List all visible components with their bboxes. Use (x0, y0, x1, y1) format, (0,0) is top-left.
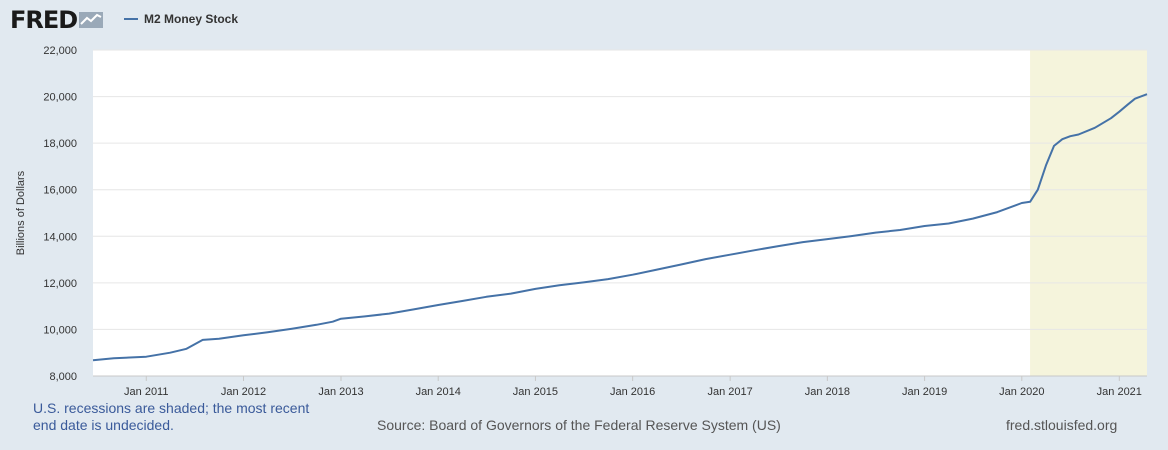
site-link[interactable]: fred.stlouisfed.org (1006, 417, 1118, 433)
x-tick-label: Jan 2012 (221, 386, 266, 398)
y-axis: 8,000 10,000 12,000 14,000 16,000 18,000 20,00… (43, 45, 77, 383)
fred-logo-text: FRED (10, 6, 78, 34)
x-tick-label: Jan 2019 (902, 386, 947, 398)
fred-logo[interactable]: FRED (10, 6, 104, 34)
x-tick-label: Jan 2016 (610, 386, 655, 398)
source-text: Source: Board of Governors of the Federa… (377, 417, 781, 433)
y-tick-label: 8,000 (49, 371, 77, 383)
recession-note: U.S. recessions are shaded; the most rec… (33, 400, 310, 433)
x-tick-label: Jan 2013 (318, 386, 363, 398)
legend-swatch (124, 18, 138, 20)
x-tick-label: Jan 2018 (805, 386, 850, 398)
gridlines (93, 49, 1147, 377)
x-tick-label: Jan 2011 (124, 386, 168, 398)
y-tick-label: 12,000 (43, 278, 77, 290)
x-tick-label: Jan 2017 (708, 386, 753, 398)
y-axis-label: Billions of Dollars (15, 170, 27, 255)
series-line-m2[interactable] (92, 93, 1148, 362)
chart: 8,000 10,000 12,000 14,000 16,000 18,000 20,00… (15, 45, 1148, 398)
plot-background (93, 50, 1147, 376)
recession-shading (1030, 50, 1147, 376)
y-tick-label: 10,000 (43, 324, 77, 336)
x-axis: Jan 2011 Jan 2012 Jan 2013 Jan 2014 Jan 2015… (124, 376, 1142, 398)
y-tick-label: 18,000 (43, 138, 77, 150)
fred-chart-icon (79, 12, 104, 28)
y-tick-label: 16,000 (43, 185, 77, 197)
x-tick-label: Jan 2015 (513, 386, 558, 398)
x-tick-label: Jan 2021 (1097, 386, 1142, 398)
legend-label: M2 Money Stock (144, 12, 239, 26)
y-tick-label: 22,000 (43, 45, 77, 57)
x-tick-label: Jan 2020 (999, 386, 1044, 398)
chart-header: FRED M2 Money Stock (0, 0, 1168, 40)
legend[interactable]: M2 Money Stock (124, 12, 238, 26)
y-tick-label: 20,000 (43, 92, 77, 104)
y-tick-label: 14,000 (43, 231, 77, 243)
x-tick-label: Jan 2014 (416, 386, 461, 398)
